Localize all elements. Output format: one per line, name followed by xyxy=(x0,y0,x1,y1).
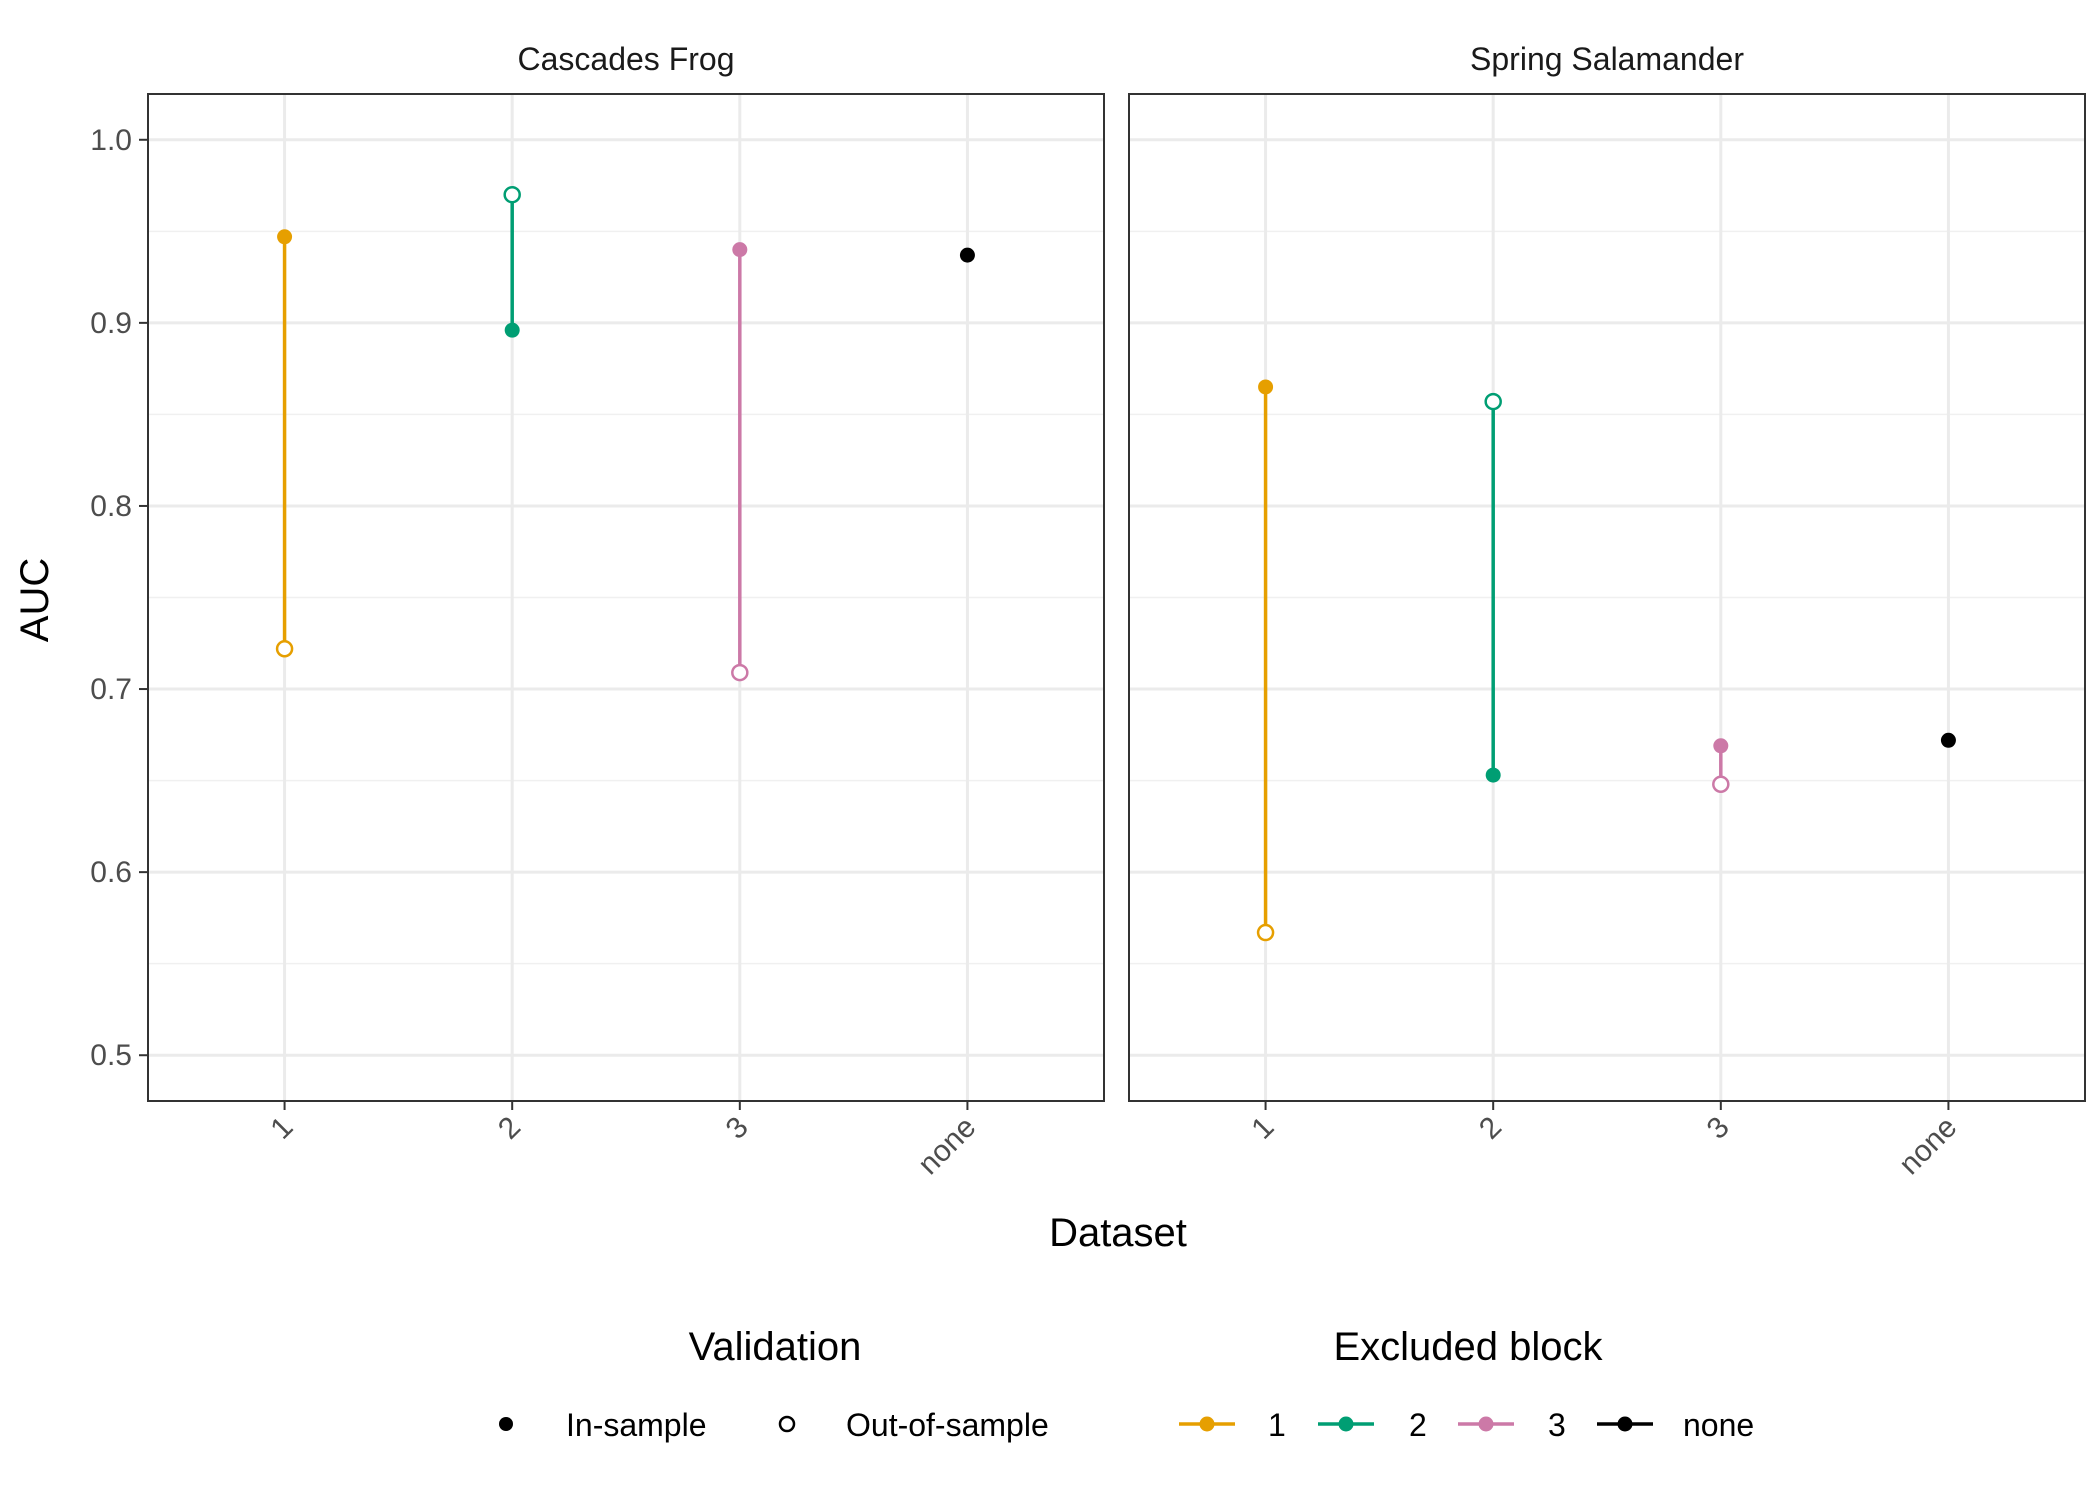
legend-key-point xyxy=(1199,1416,1215,1432)
panel-border xyxy=(147,93,1105,1102)
legend-title: Validation xyxy=(689,1325,862,1369)
y-axis-title: AUC xyxy=(13,558,57,642)
legend-key-open-circle xyxy=(778,1415,796,1433)
legend-key-point xyxy=(1338,1416,1354,1432)
in-sample-point xyxy=(732,242,748,258)
x-axis-title: Dataset xyxy=(1049,1211,1187,1255)
in-sample-point xyxy=(1258,379,1274,395)
legend-label: 1 xyxy=(1268,1407,1286,1443)
y-tick-label: 0.5 xyxy=(90,1039,132,1072)
in-sample-point xyxy=(1713,738,1729,754)
in-sample-point xyxy=(1485,767,1501,783)
y-tick-label: 0.6 xyxy=(90,856,132,889)
out-of-sample-point xyxy=(1712,775,1730,794)
y-tick-label: 0.9 xyxy=(90,307,132,340)
legend-label: 2 xyxy=(1409,1407,1427,1443)
out-of-sample-point xyxy=(1256,923,1275,942)
y-tick-label: 0.8 xyxy=(90,490,132,523)
out-of-sample-point xyxy=(503,185,521,204)
legend-excluded-block: Excluded block 1 2 3 none xyxy=(1179,1325,1754,1443)
in-sample-point xyxy=(277,229,293,245)
legend-key-point xyxy=(1478,1416,1494,1432)
legend-label: In-sample xyxy=(566,1407,707,1443)
out-of-sample-point xyxy=(1484,392,1502,411)
legend-key-point xyxy=(1617,1416,1633,1432)
legend-validation: Validation In-sample Out-of-sample xyxy=(499,1325,1049,1443)
legend-label: 3 xyxy=(1548,1407,1566,1443)
y-axis: 0.5 0.6 0.7 0.8 0.9 1.0 xyxy=(90,124,148,1072)
y-tick-label: 1.0 xyxy=(90,124,132,157)
in-sample-point xyxy=(504,322,520,338)
out-of-sample-point xyxy=(731,663,749,682)
legend-label: none xyxy=(1683,1407,1754,1443)
legend-key-filled-circle xyxy=(499,1417,513,1431)
legend-label: Out-of-sample xyxy=(846,1407,1049,1443)
y-tick-label: 0.7 xyxy=(90,673,132,706)
in-sample-point xyxy=(1940,732,1956,748)
panel-title: Spring Salamander xyxy=(1470,41,1744,77)
panel-title: Cascades Frog xyxy=(518,41,735,77)
out-of-sample-point xyxy=(275,640,294,658)
legends: Validation In-sample Out-of-sample Excluded… xyxy=(499,1325,1754,1443)
in-sample-point xyxy=(959,247,975,263)
legend-title: Excluded block xyxy=(1333,1325,1603,1369)
panel-border xyxy=(1128,93,2086,1102)
